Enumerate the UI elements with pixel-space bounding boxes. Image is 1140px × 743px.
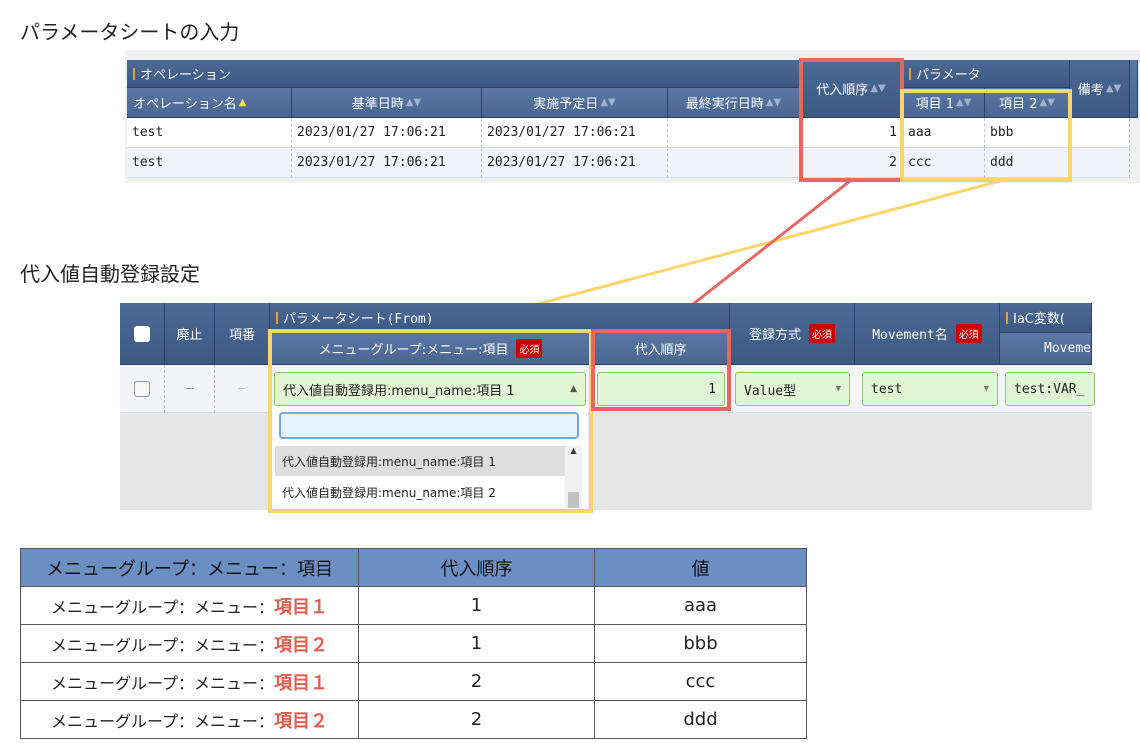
required-badge: 必須 — [516, 339, 543, 358]
table-cell: bbb — [985, 118, 1070, 148]
sort-icon: ▲▼ — [1105, 83, 1122, 94]
sort-icon: ▲▼ — [600, 97, 616, 108]
result-value: ccc — [594, 662, 807, 701]
col-movement-sub-header: Moveme — [1000, 333, 1092, 365]
dropdown-option[interactable]: 代入値自動登録用:menu_name:項目 1 — [275, 446, 565, 476]
sort-icon: ▲▼ — [956, 97, 972, 108]
col-order-header[interactable]: 代入順序 ▲▼ — [800, 60, 903, 118]
row-checkbox-cell[interactable] — [120, 365, 165, 413]
sort-asc-icon: ▲ — [238, 97, 247, 108]
table-cell: 1 — [800, 118, 903, 148]
table-cell: aaa — [903, 118, 985, 148]
result-row: メニューグループ：メニュー：項目１ 1 aaa — [20, 586, 807, 625]
table-cell: test — [127, 118, 292, 148]
result-item: メニューグループ：メニュー：項目２ — [20, 624, 359, 663]
scroll-up-icon: ▲ — [570, 446, 577, 455]
required-badge: 必須 — [955, 324, 982, 343]
table-cell: ccc — [903, 148, 985, 178]
col-scheduled-date-header[interactable]: 実施予定日 ▲▼ — [482, 88, 668, 118]
table-cell — [668, 118, 800, 148]
col-movement-header: Movement名 必須 — [855, 303, 1000, 365]
section-title-parameter-sheet: パラメータシートの入力 — [20, 20, 240, 44]
group-operation-header: オペレーション — [127, 60, 800, 88]
iac-variable-select[interactable]: test:VAR_ — [1005, 372, 1095, 406]
table-cell: ddd — [985, 148, 1070, 178]
result-order: 1 — [358, 586, 595, 625]
dropdown-option[interactable]: 代入値自動登録用:menu_name:項目 2 — [275, 477, 565, 507]
table-cell: 2023/01/27 17:06:21 — [482, 118, 668, 148]
table-cell: 2023/01/27 17:06:21 — [482, 148, 668, 178]
sort-icon: ▲▼ — [1039, 97, 1055, 108]
table-cell — [1070, 148, 1130, 178]
sort-icon: ▲▼ — [870, 83, 886, 94]
group-parameter-header: パラメータ — [903, 60, 1070, 88]
group-param-sheet-header: パラメータシート(From) — [270, 303, 730, 333]
table-cell: 2023/01/27 17:06:21 — [292, 118, 482, 148]
col-reg-method-header: 登録方式 必須 — [730, 303, 855, 365]
dropdown-scrollbar[interactable]: ▲ — [565, 446, 582, 508]
col-last-exec-header[interactable]: 最終実行日時 ▲▼ — [668, 88, 800, 118]
parameter-highlight-box — [900, 89, 1072, 182]
sort-icon: ▲▼ — [405, 97, 422, 108]
result-row: メニューグループ：メニュー：項目２ 1 bbb — [20, 624, 807, 663]
result-row: メニューグループ：メニュー：項目１ 2 ccc — [20, 662, 807, 701]
table-cell: 2 — [800, 148, 903, 178]
chevron-down-icon: ▼ — [835, 384, 841, 394]
table-cell — [1070, 118, 1130, 148]
col-menu-item-header: メニューグループ:メニュー:項目 必須 — [270, 333, 592, 365]
table-cell: 2023/01/27 17:06:21 — [292, 148, 482, 178]
col-order-header: 代入順序 — [592, 333, 730, 365]
result-header-value: 値 — [594, 548, 807, 587]
required-badge: 必須 — [809, 324, 835, 343]
table-cell — [668, 148, 800, 178]
result-item: メニューグループ：メニュー：項目１ — [20, 662, 359, 701]
dropdown-search-input[interactable] — [279, 412, 579, 439]
order-input-highlight-box — [591, 329, 731, 411]
result-value: ddd — [594, 700, 807, 739]
result-order: 1 — [358, 624, 595, 663]
select-all-header[interactable] — [120, 303, 165, 365]
scrollbar-thumb — [568, 492, 579, 508]
col-item1-header[interactable]: 項目 1 ▲▼ — [903, 88, 985, 118]
reg-method-select[interactable]: Value型 ▼ — [735, 372, 850, 406]
result-order: 2 — [358, 700, 595, 739]
row-discard: — — [165, 365, 215, 413]
result-row: メニューグループ：メニュー：項目２ 2 ddd — [20, 700, 807, 739]
header-edge — [1130, 60, 1138, 118]
result-value: aaa — [594, 586, 807, 625]
group-iac-header: IaC変数( — [1000, 303, 1092, 333]
table-cell: test — [127, 148, 292, 178]
result-value: bbb — [594, 624, 807, 663]
sort-icon: ▲▼ — [765, 97, 782, 108]
col-remarks-header[interactable]: 備考 ▲▼ — [1070, 60, 1130, 118]
result-order: 2 — [358, 662, 595, 701]
col-discard-header: 廃止 — [165, 303, 215, 365]
result-mapping-table: メニューグループ：メニュー：項目 代入順序 値 メニューグループ：メニュー：項目… — [20, 548, 807, 739]
result-header-item: メニューグループ：メニュー：項目 — [20, 548, 359, 587]
movement-select[interactable]: test ▼ — [862, 372, 998, 406]
col-operation-name-header[interactable]: オペレーション名 ▲ — [127, 88, 292, 118]
result-item: メニューグループ：メニュー：項目１ — [20, 586, 359, 625]
menu-item-select[interactable]: 代入値自動登録用:menu_name:項目 1 ▲ — [274, 372, 586, 406]
menu-item-highlight-box — [268, 329, 593, 513]
section-title-auto-registration: 代入値自動登録設定 — [20, 262, 200, 286]
chevron-down-icon: ▼ — [983, 384, 989, 394]
row-checkbox[interactable] — [134, 380, 150, 397]
row-no: — — [215, 365, 270, 413]
result-item: メニューグループ：メニュー：項目２ — [20, 700, 359, 739]
select-all-checkbox[interactable] — [134, 325, 150, 342]
result-header-order: 代入順序 — [358, 548, 595, 587]
order-input[interactable]: 1 — [597, 372, 725, 406]
col-no-header: 項番 — [215, 303, 270, 365]
chevron-up-icon: ▲ — [570, 384, 577, 394]
col-base-datetime-header[interactable]: 基準日時 ▲▼ — [292, 88, 482, 118]
